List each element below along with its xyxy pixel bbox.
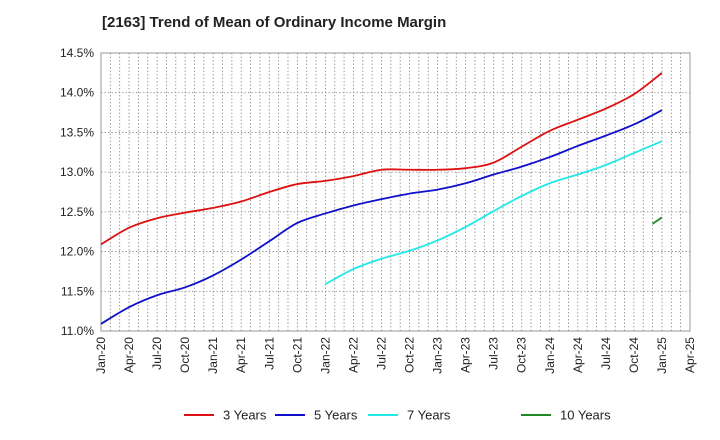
plot-area xyxy=(100,52,691,332)
x-tick-label: Apr-23 xyxy=(459,337,473,373)
legend-label-3-years: 3 Years xyxy=(223,408,267,423)
x-tick-label: Jan-25 xyxy=(655,337,669,374)
grid-lines xyxy=(101,53,690,331)
x-tick-label: Jul-21 xyxy=(262,337,276,370)
legend-label-10-years: 10 Years xyxy=(560,408,611,423)
x-tick-label: Jan-21 xyxy=(206,337,220,374)
legend-label-5-years: 5 Years xyxy=(314,408,358,423)
x-tick-label: Jul-23 xyxy=(487,337,501,370)
x-tick-label: Apr-25 xyxy=(683,337,697,373)
y-tick-label: 12.0% xyxy=(60,245,94,259)
y-axis: 11.0% 11.5% 12.0% 12.5% 13.0% 13.5% 14.0% 14.5% xyxy=(60,46,94,338)
x-tick-label: Jul-22 xyxy=(374,337,388,370)
series-line-5-years xyxy=(100,109,663,325)
y-tick-label: 14.5% xyxy=(60,46,94,60)
x-tick-label: Jan-20 xyxy=(94,337,108,374)
series-lines xyxy=(100,72,663,325)
x-tick-label: Apr-20 xyxy=(122,337,136,373)
x-tick-label: Jan-23 xyxy=(431,337,445,374)
y-tick-label: 14.0% xyxy=(60,86,94,100)
x-tick-label: Apr-22 xyxy=(346,337,360,373)
series-line-3-years xyxy=(100,72,663,246)
legend: 3 Years 5 Years 7 Years 10 Years xyxy=(184,408,611,423)
x-axis: Jan-20 Apr-20 Jul-20 Oct-20 Jan-21 Apr-21 Jul-… xyxy=(94,337,697,374)
y-tick-label: 11.5% xyxy=(61,284,94,298)
chart-title: [2163] Trend of Mean of Ordinary Income … xyxy=(102,14,447,31)
legend-label-7-years: 7 Years xyxy=(407,408,451,423)
y-tick-label: 13.5% xyxy=(60,125,94,139)
plot-frame xyxy=(100,52,691,332)
y-tick-label: 11.0% xyxy=(61,324,94,338)
y-tick-label: 12.5% xyxy=(60,205,94,219)
x-tick-label: Oct-20 xyxy=(178,337,192,373)
x-tick-label: Jul-20 xyxy=(150,337,164,370)
x-tick-label: Jan-24 xyxy=(543,337,557,374)
x-tick-label: Oct-24 xyxy=(627,337,641,373)
x-tick-label: Oct-23 xyxy=(515,337,529,373)
x-tick-label: Oct-22 xyxy=(403,337,417,373)
x-tick-label: Apr-24 xyxy=(571,337,585,373)
x-tick-label: Apr-21 xyxy=(234,337,248,373)
series-line-10-years xyxy=(652,216,663,225)
x-tick-label: Jan-22 xyxy=(318,337,332,374)
y-tick-label: 13.0% xyxy=(60,165,94,179)
series-line-7-years xyxy=(324,140,663,285)
x-tick-label: Oct-21 xyxy=(290,337,304,373)
x-tick-label: Jul-24 xyxy=(599,337,613,370)
